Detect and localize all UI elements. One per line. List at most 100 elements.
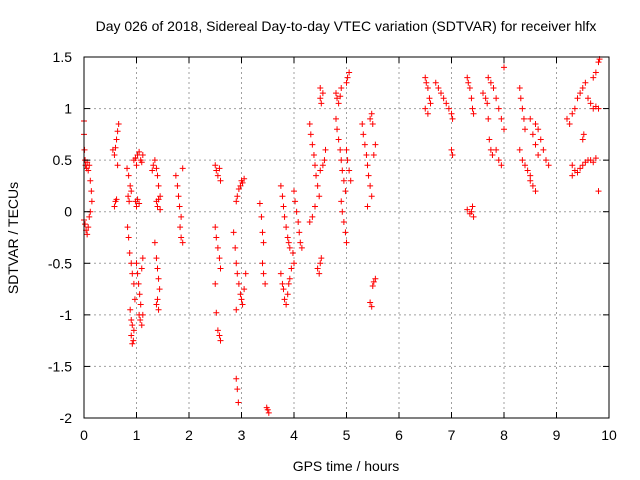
x-tick-label: 1 — [133, 427, 141, 443]
data-point — [487, 79, 494, 86]
data-point — [133, 203, 140, 210]
data-point — [125, 193, 132, 200]
data-point — [489, 151, 496, 158]
data-point — [125, 172, 132, 179]
data-point — [298, 244, 305, 251]
data-point — [135, 280, 142, 287]
data-point — [295, 219, 302, 226]
data-point — [364, 162, 371, 169]
data-point — [157, 193, 164, 200]
data-point — [337, 146, 344, 153]
x-tick-label: 9 — [553, 427, 561, 443]
data-point — [217, 337, 224, 344]
data-point — [81, 146, 88, 153]
y-tick-label: -0.5 — [48, 255, 72, 271]
data-point — [235, 186, 242, 193]
data-point — [464, 74, 471, 81]
data-point — [230, 229, 237, 236]
data-point — [138, 159, 145, 166]
data-point — [139, 151, 146, 158]
data-point — [286, 275, 293, 282]
data-point — [529, 131, 536, 138]
data-point — [238, 296, 245, 303]
data-point — [524, 167, 531, 174]
data-point — [537, 136, 544, 143]
data-point — [241, 175, 248, 182]
data-point — [579, 84, 586, 91]
data-point — [212, 280, 219, 287]
data-point — [86, 162, 93, 169]
data-point — [139, 255, 146, 262]
data-point — [212, 162, 219, 169]
data-point — [216, 165, 223, 172]
data-point — [566, 121, 573, 128]
data-point — [151, 239, 158, 246]
data-point — [339, 208, 346, 215]
y-tick-label: 0 — [64, 204, 72, 220]
data-point — [543, 157, 549, 164]
data-point — [111, 203, 118, 210]
data-point — [527, 172, 534, 179]
data-point — [469, 105, 476, 112]
data-point — [127, 182, 134, 189]
data-point — [522, 126, 528, 133]
data-point — [365, 172, 372, 179]
data-point — [233, 306, 240, 313]
data-point — [313, 172, 320, 179]
data-point — [174, 182, 181, 189]
data-point — [319, 90, 326, 97]
data-point — [126, 249, 133, 256]
data-point — [242, 270, 249, 277]
data-point — [88, 188, 95, 195]
data-point — [368, 193, 375, 200]
data-point — [484, 100, 491, 107]
data-point — [217, 265, 224, 272]
data-point — [577, 165, 584, 172]
data-point — [284, 234, 291, 241]
x-tick-label: 2 — [185, 427, 193, 443]
data-point — [540, 146, 547, 153]
data-point — [520, 115, 527, 122]
data-point — [501, 126, 507, 133]
data-point — [111, 151, 118, 158]
data-point — [498, 162, 505, 169]
data-point — [342, 188, 349, 195]
data-point — [233, 198, 240, 205]
data-point — [306, 121, 313, 128]
data-point — [296, 229, 303, 236]
data-point — [113, 196, 120, 203]
data-point — [364, 203, 371, 210]
data-point — [279, 193, 286, 200]
data-point — [569, 172, 576, 179]
data-point — [564, 115, 570, 122]
data-point — [153, 165, 160, 172]
data-point — [322, 146, 329, 153]
data-point — [178, 234, 185, 241]
data-point — [233, 375, 240, 382]
data-point — [432, 79, 439, 86]
data-point — [335, 100, 342, 107]
data-point — [517, 95, 524, 102]
data-point — [532, 188, 539, 195]
data-point — [213, 167, 220, 174]
data-point — [318, 100, 325, 107]
data-point — [139, 311, 146, 318]
data-point — [334, 126, 341, 133]
data-point — [127, 306, 134, 313]
data-point — [134, 270, 141, 277]
data-point — [136, 291, 143, 298]
data-point — [424, 110, 431, 117]
data-point — [338, 157, 345, 164]
data-point — [130, 327, 137, 334]
x-axis-label: GPS time / hours — [293, 458, 400, 474]
data-point — [370, 278, 377, 285]
data-point — [115, 121, 122, 128]
data-point — [128, 188, 135, 195]
data-point — [318, 255, 325, 262]
data-point — [501, 64, 507, 71]
data-point — [321, 157, 328, 164]
data-point — [284, 291, 291, 298]
data-point — [137, 317, 144, 324]
data-point — [128, 260, 135, 267]
data-point — [346, 167, 353, 174]
